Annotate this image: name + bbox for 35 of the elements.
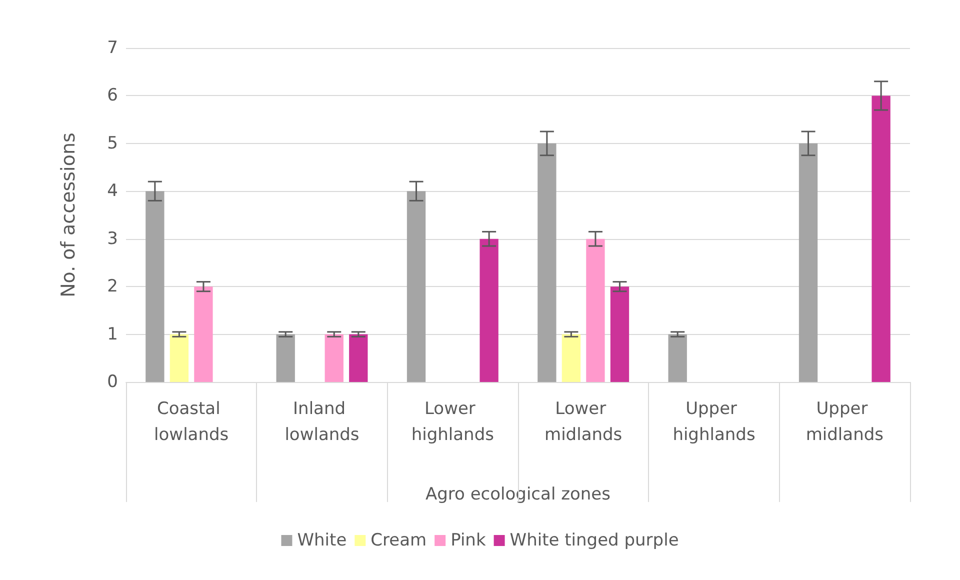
x-tick-label: Upper midlands: [806, 399, 884, 445]
legend-label: White: [297, 530, 347, 550]
bar: [610, 286, 630, 382]
x-tick-label: Coastal lowlands: [154, 399, 229, 445]
y-tick-label: 7: [107, 38, 118, 58]
bar: [480, 238, 498, 382]
bar: [324, 334, 344, 382]
y-tick-label: 1: [107, 324, 118, 344]
bar: [798, 143, 818, 382]
y-tick-label: 0: [107, 372, 118, 392]
x-tick-label: Lower midlands: [544, 399, 622, 445]
bar: [562, 334, 581, 382]
bar: [146, 191, 164, 382]
x-tick-label: Lower highlands: [411, 399, 494, 445]
bar: [668, 334, 687, 382]
bar: [538, 143, 556, 382]
legend-label: Cream: [370, 530, 427, 550]
x-tick-label: Inland lowlands: [284, 399, 360, 445]
y-axis-title: No. of accessions: [58, 132, 80, 298]
bar: [276, 334, 295, 382]
y-tick-label: 4: [107, 181, 118, 202]
x-tick-label: Upper highlands: [672, 399, 756, 445]
bar: [194, 286, 213, 382]
x-axis-title: Agro ecological zones: [426, 484, 611, 504]
y-tick-label: 3: [107, 228, 118, 249]
bar: [406, 191, 426, 382]
bar: [586, 238, 605, 382]
y-tick-label: 2: [107, 276, 118, 297]
y-tick-label: 5: [107, 133, 118, 154]
bar: [349, 334, 368, 382]
bar: [170, 334, 189, 382]
legend-label: White tinged purple: [510, 530, 679, 550]
y-tick-label: 6: [107, 86, 118, 106]
legend-label: Pink: [450, 530, 486, 550]
bar: [872, 96, 890, 382]
